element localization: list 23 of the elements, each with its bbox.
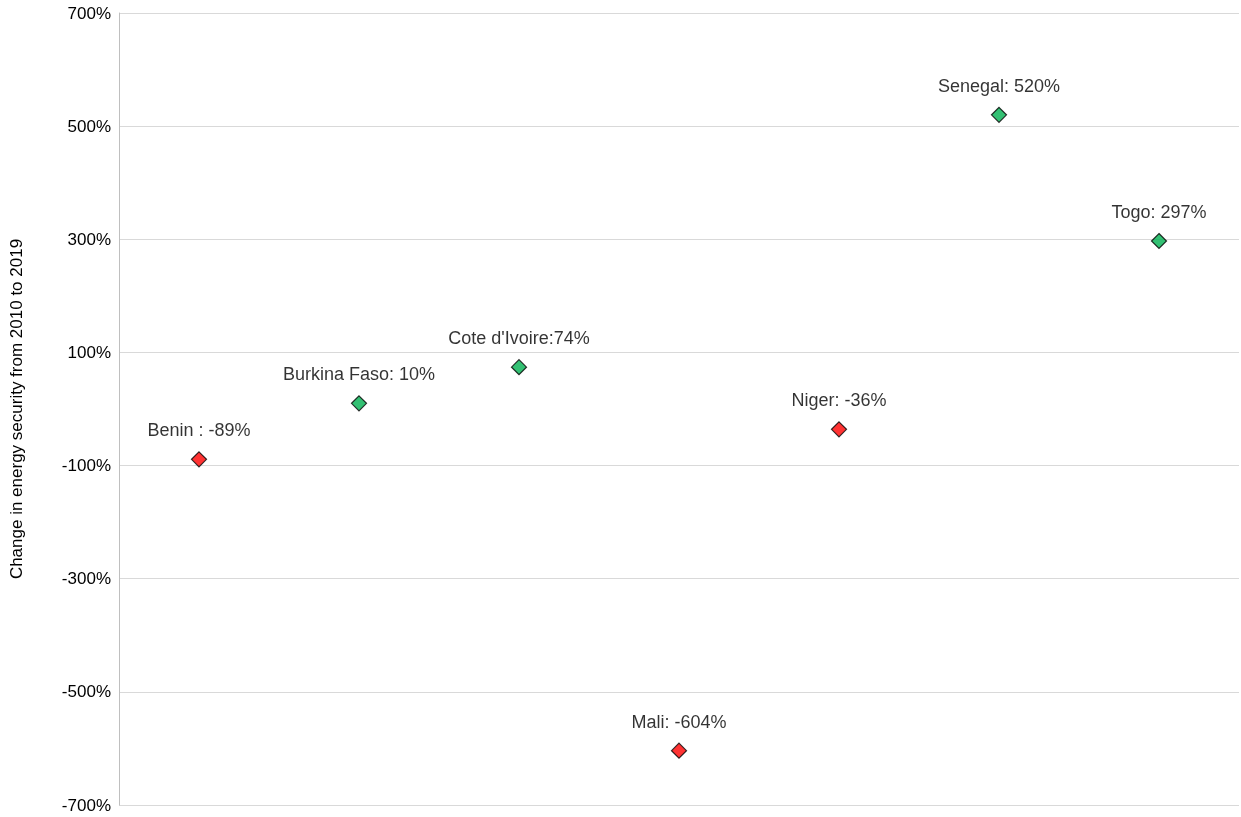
- point: [830, 421, 848, 438]
- point: [990, 106, 1008, 123]
- y-tick-label: -100%: [61, 456, 111, 476]
- point: [190, 451, 208, 468]
- y-axis-title: Change in energy security from 2010 to 2019: [7, 238, 26, 580]
- y-tick-label: -700%: [61, 795, 111, 815]
- point: [1150, 232, 1168, 250]
- y-tick-label: -300%: [61, 569, 111, 589]
- y-tick-label: -500%: [61, 682, 111, 702]
- data-label: Burkina Faso: 10%: [282, 364, 436, 385]
- data-label: Benin : -89%: [147, 420, 251, 441]
- data-label: Senegal: 520%: [937, 75, 1061, 96]
- point: [350, 395, 368, 412]
- point: [510, 359, 528, 376]
- data-label: Mali: -604%: [631, 711, 727, 732]
- data-label: Niger: -36%: [791, 390, 887, 411]
- y-tick-label: 300%: [67, 229, 111, 249]
- data-label: Togo: 297%: [1111, 201, 1207, 222]
- point: [670, 742, 688, 759]
- data-label: Cote d'Ivoire:74%: [448, 328, 590, 349]
- y-tick-label: 100%: [67, 342, 111, 362]
- y-tick-label: 500%: [67, 116, 111, 136]
- y-tick-label: 700%: [67, 3, 111, 23]
